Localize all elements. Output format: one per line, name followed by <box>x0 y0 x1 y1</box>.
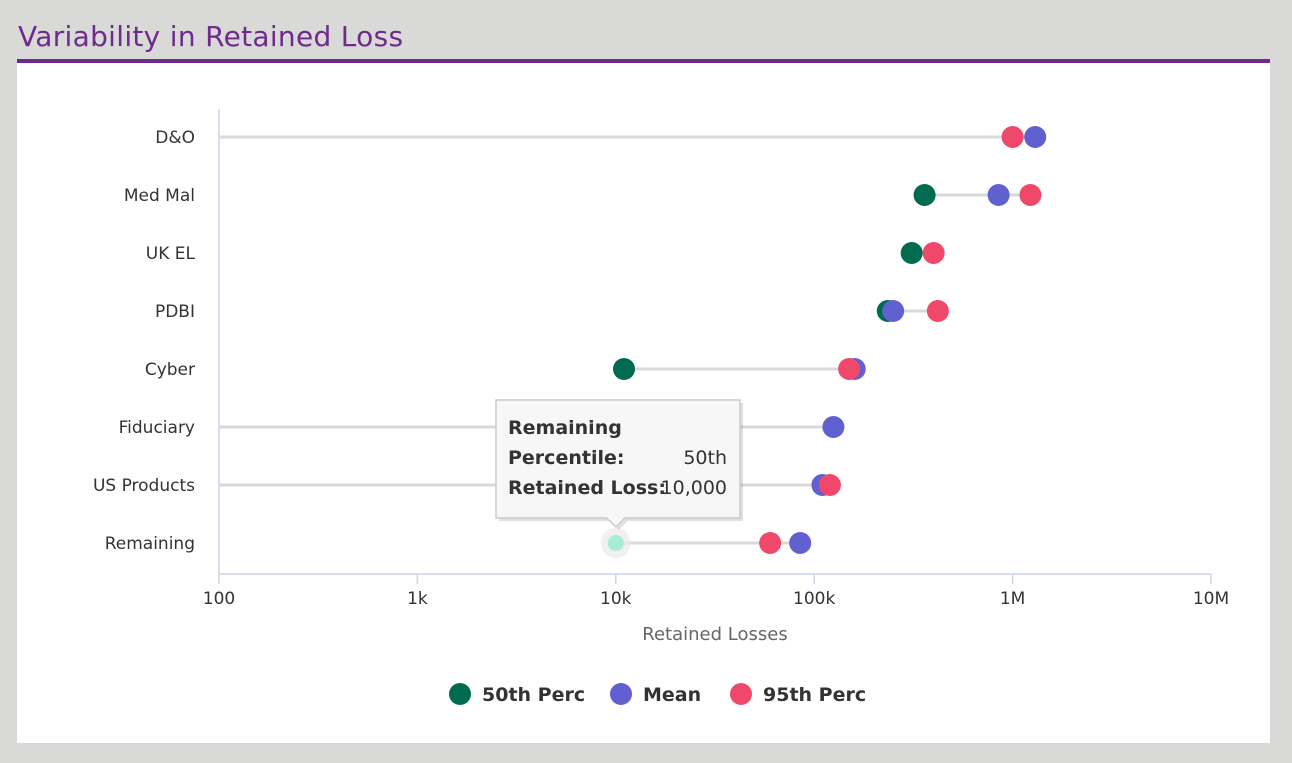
category-label: PDBI <box>155 302 195 322</box>
point-remaining-95th-perc[interactable] <box>759 532 782 554</box>
x-tick-label: 1M <box>1000 589 1025 609</box>
point-us-products-95th-perc[interactable] <box>818 474 841 496</box>
legend: 50th Perc Mean 95th Perc <box>449 683 866 706</box>
point-cyber-50th-perc[interactable] <box>613 358 636 380</box>
point-dando-mean[interactable] <box>1024 126 1047 148</box>
point-dando-95th-perc[interactable] <box>1001 126 1024 148</box>
legend-item-mean[interactable]: Mean <box>643 684 701 706</box>
points-layer <box>600 126 1047 558</box>
x-tick-label: 1k <box>407 589 428 609</box>
point-remaining-mean[interactable] <box>789 532 812 554</box>
legend-item-95th-perc[interactable]: 95th Perc <box>763 684 866 706</box>
x-tick-label: 10M <box>1193 589 1229 609</box>
category-label: D&O <box>155 128 195 148</box>
point-pdbi-mean[interactable] <box>882 300 905 322</box>
tooltip-percentile-label: Percentile: <box>508 447 624 469</box>
category-label: Remaining <box>105 534 195 554</box>
legend-marker-50th-perc[interactable] <box>449 683 471 705</box>
tooltip-loss-value: 10,000 <box>661 477 727 499</box>
x-tick-label: 10k <box>600 589 632 609</box>
category-label: US Products <box>93 476 195 496</box>
point-uk-el-95th-perc[interactable] <box>922 242 945 264</box>
point-med-mal-50th-perc[interactable] <box>913 184 936 206</box>
chart-panel: D&O Med Mal UK EL PDBI Cyber Fiduciary US Prod… <box>17 63 1270 743</box>
category-label: Fiduciary <box>119 418 195 438</box>
tooltip: Remaining Percentile: 50th Retained Loss:10… <box>495 399 743 530</box>
legend-marker-mean[interactable] <box>610 683 632 705</box>
point-remaining-50th-perc[interactable] <box>607 535 624 551</box>
point-cyber-95th-perc[interactable] <box>838 358 861 380</box>
category-label: Med Mal <box>124 186 195 206</box>
x-tick-label: 100 <box>203 589 235 609</box>
dumbbell-chart: D&O Med Mal UK EL PDBI Cyber Fiduciary US Prod… <box>93 109 1229 706</box>
page-title: Variability in Retained Loss <box>18 20 404 53</box>
tooltip-percentile-value: 50th <box>683 447 727 469</box>
title-underline <box>17 59 1270 63</box>
point-fiduciary-mean[interactable] <box>822 416 845 438</box>
category-label: UK EL <box>146 244 196 264</box>
tooltip-box <box>495 399 741 529</box>
legend-item-50th-perc[interactable]: 50th Perc <box>482 684 585 706</box>
category-label: Cyber <box>145 360 195 380</box>
legend-marker-95th-perc[interactable] <box>730 683 752 705</box>
x-axis-title: Retained Losses <box>642 624 787 645</box>
point-med-mal-95th-perc[interactable] <box>1019 184 1042 206</box>
axis-layer <box>218 109 1211 575</box>
tooltip-loss-label: Retained Loss: <box>508 477 666 499</box>
tooltip-title: Remaining <box>508 417 622 439</box>
x-ticks-layer: 100 1k 10k 100k 1M 10M <box>203 574 1229 609</box>
point-uk-el-50th-perc[interactable] <box>900 242 923 264</box>
point-med-mal-mean[interactable] <box>987 184 1010 206</box>
point-pdbi-95th-perc[interactable] <box>926 300 949 322</box>
rows-layer: D&O Med Mal UK EL PDBI Cyber Fiduciary US Prod… <box>93 128 1036 554</box>
x-tick-label: 100k <box>793 589 835 609</box>
